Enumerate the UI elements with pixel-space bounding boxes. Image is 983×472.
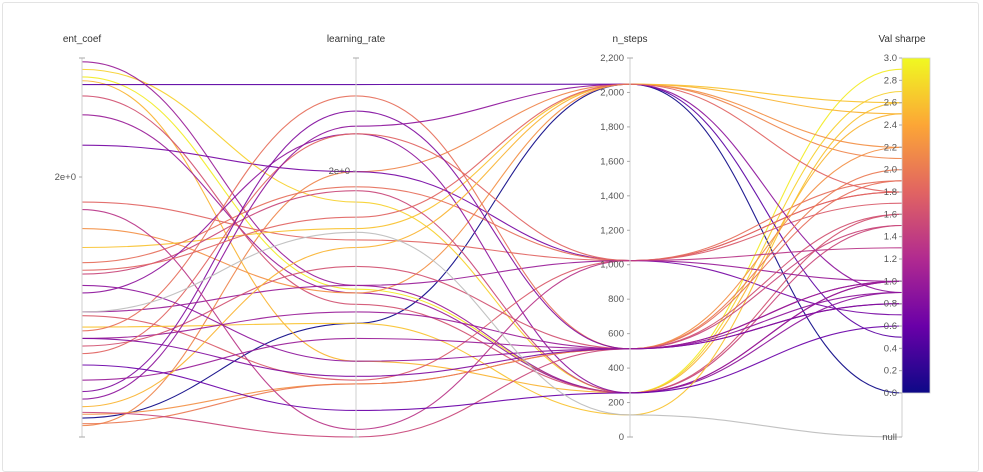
tick-label: 0.8	[884, 299, 897, 310]
run-line-20[interactable]	[81, 213, 903, 350]
run-line-8[interactable]	[81, 95, 903, 394]
tick-label: 400	[608, 363, 624, 374]
colorbar-gradient	[901, 57, 931, 394]
run-line-3[interactable]	[81, 68, 903, 394]
axis-title: learning_rate	[327, 34, 386, 45]
run-line-21[interactable]	[81, 133, 903, 355]
run-line-32[interactable]	[81, 83, 903, 271]
run-line-0[interactable]	[81, 83, 903, 419]
run-line-2[interactable]	[81, 68, 903, 394]
tick-label: 1.2	[884, 254, 897, 265]
run-line-11[interactable]	[81, 83, 903, 294]
tick-label: 2.6	[884, 98, 897, 109]
tick-label: 2e+0	[55, 172, 76, 183]
tick-label: 2.0	[884, 165, 897, 176]
axis-n_steps[interactable]: n_steps 0 200 400 600 800 1,000 1,200 1,400 1,600…	[600, 34, 647, 443]
axis-learning_rate[interactable]: learning_rate 2e+0	[327, 34, 386, 438]
run-lines	[81, 61, 903, 438]
tick-label: 2e+0	[329, 166, 350, 177]
axis-ent_coef[interactable]: ent_coef 2e+0	[55, 34, 102, 438]
run-line-33[interactable]	[81, 303, 903, 377]
tick-label: 200	[608, 398, 624, 409]
tick-label: 3.0	[884, 53, 897, 64]
tick-label: 2.2	[884, 142, 897, 153]
tick-label: 2.8	[884, 75, 897, 86]
axis-title: n_steps	[612, 34, 647, 45]
tick-label: 1.0	[884, 276, 897, 287]
tick-label: 800	[608, 294, 624, 305]
run-line-13[interactable]	[81, 180, 903, 264]
run-line-12[interactable]	[81, 83, 903, 249]
tick-label: 2,200	[600, 53, 624, 64]
tick-label: 0.6	[884, 321, 897, 332]
run-line-35[interactable]	[81, 231, 903, 438]
tick-label: 0	[619, 432, 624, 443]
run-line-34[interactable]	[81, 284, 903, 362]
tick-label: 0.0	[884, 388, 897, 399]
run-line-18[interactable]	[81, 260, 903, 313]
tick-label: 0.2	[884, 366, 897, 377]
run-line-1[interactable]	[81, 83, 903, 427]
axis-val_sharpe[interactable]: Val sharpe	[878, 34, 926, 45]
tick-label: 1,400	[600, 191, 624, 202]
axis-title: Val sharpe	[878, 34, 926, 45]
run-line-30[interactable]	[81, 209, 903, 430]
tick-label: 600	[608, 329, 624, 340]
run-line-17[interactable]	[81, 102, 903, 416]
run-line-14[interactable]	[81, 190, 903, 394]
tick-label: 1,600	[600, 156, 624, 167]
run-line-7[interactable]	[81, 114, 903, 394]
tick-label: 1,800	[600, 122, 624, 133]
run-line-26[interactable]	[81, 83, 903, 408]
tick-label: 1,200	[600, 225, 624, 236]
run-line-31[interactable]	[81, 325, 903, 412]
tick-label: 0.4	[884, 343, 897, 354]
run-line-29[interactable]	[81, 224, 903, 438]
colorbar: 0.0 0.2 0.4 0.6 0.8 1.0 1.2 1.4 1.6 1.8 2.0 2.2 2.4 2…	[882, 53, 931, 443]
tick-label: 1.4	[884, 232, 897, 243]
tick-label: 1,000	[600, 260, 624, 271]
run-line-16[interactable]	[81, 202, 903, 381]
null-tick-label: null	[882, 432, 897, 443]
tick-label: 1.8	[884, 187, 897, 198]
tick-label: 2,000	[600, 87, 624, 98]
run-line-22[interactable]	[81, 95, 903, 350]
run-line-25[interactable]	[81, 83, 903, 400]
parallel-coordinates-chart[interactable]: ent_coef 2e+0 learning_rate 2e+0 n_steps 0 200…	[0, 0, 983, 461]
tick-label: 2.4	[884, 120, 897, 131]
run-line-24[interactable]	[81, 280, 903, 381]
axes: ent_coef 2e+0 learning_rate 2e+0 n_steps 0 200…	[55, 34, 926, 443]
axis-title: ent_coef	[63, 34, 102, 45]
run-line-28[interactable]	[81, 169, 903, 425]
tick-label: 1.6	[884, 209, 897, 220]
